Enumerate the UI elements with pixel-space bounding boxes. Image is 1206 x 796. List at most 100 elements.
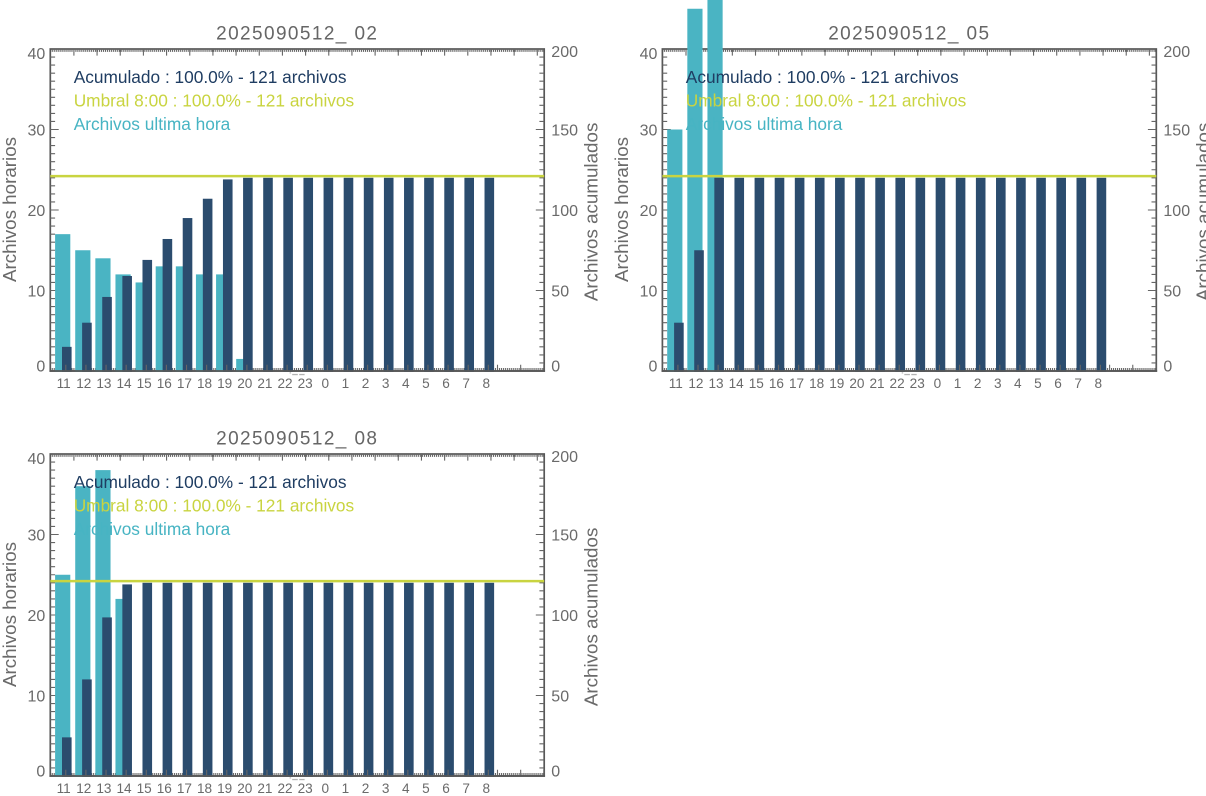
svg-text:0: 0 — [36, 764, 45, 781]
svg-text:Archivos ultima hora: Archivos ultima hora — [74, 114, 231, 134]
svg-text:Archivos acumulados: Archivos acumulados — [1192, 123, 1206, 302]
svg-text:20: 20 — [640, 203, 658, 220]
svg-text:19: 19 — [217, 376, 232, 391]
svg-text:4: 4 — [1014, 376, 1022, 391]
svg-text:0: 0 — [648, 359, 657, 376]
svg-text:40: 40 — [640, 46, 658, 63]
svg-text:2025090512_ 08: 2025090512_ 08 — [216, 429, 378, 450]
svg-text:Archivos horarios: Archivos horarios — [0, 542, 20, 687]
svg-text:20: 20 — [849, 376, 865, 391]
svg-text:8: 8 — [482, 781, 490, 796]
svg-text:Acumulado : 100.0% - 121 archi: Acumulado : 100.0% - 121 archivos — [74, 472, 347, 492]
svg-text:200: 200 — [551, 449, 578, 466]
svg-text:30: 30 — [28, 527, 46, 544]
svg-text:50: 50 — [551, 283, 569, 300]
svg-text:22: 22 — [277, 781, 292, 796]
svg-text:18: 18 — [809, 376, 824, 391]
svg-text:11: 11 — [669, 376, 683, 391]
svg-text:100: 100 — [1163, 203, 1190, 220]
svg-text:40: 40 — [28, 451, 46, 468]
svg-text:0: 0 — [321, 781, 329, 796]
svg-text:20: 20 — [237, 376, 253, 391]
svg-text:21: 21 — [257, 781, 272, 796]
svg-text:10: 10 — [28, 283, 46, 300]
svg-text:20: 20 — [28, 203, 46, 220]
svg-text:0: 0 — [36, 359, 45, 376]
svg-text:Umbral 8:00 : 100.0% - 121 arc: Umbral 8:00 : 100.0% - 121 archivos — [686, 91, 967, 111]
svg-text:150: 150 — [551, 122, 578, 139]
svg-text:4: 4 — [402, 376, 410, 391]
svg-text:16: 16 — [769, 376, 784, 391]
svg-text:8: 8 — [482, 376, 490, 391]
svg-text:Archivos horarios: Archivos horarios — [0, 137, 20, 282]
svg-text:30: 30 — [28, 122, 46, 139]
svg-text:12: 12 — [76, 376, 91, 391]
svg-text:19: 19 — [217, 781, 232, 796]
svg-text:0: 0 — [321, 376, 329, 391]
svg-text:12: 12 — [688, 376, 703, 391]
svg-text:17: 17 — [177, 781, 192, 796]
svg-text:Archivos acumulados: Archivos acumulados — [580, 528, 601, 707]
svg-text:8: 8 — [1095, 376, 1103, 391]
svg-text:18: 18 — [197, 376, 212, 391]
svg-text:50: 50 — [1163, 283, 1181, 300]
svg-text:16: 16 — [157, 781, 172, 796]
svg-text:50: 50 — [551, 688, 569, 705]
svg-text:16: 16 — [157, 376, 172, 391]
svg-text:23: 23 — [298, 781, 313, 796]
svg-text:Umbral 8:00 : 100.0% - 121 arc: Umbral 8:00 : 100.0% - 121 archivos — [74, 496, 355, 516]
svg-text:0: 0 — [1163, 359, 1172, 376]
svg-text:3: 3 — [994, 376, 1002, 391]
svg-text:Archivos ultima hora: Archivos ultima hora — [74, 519, 231, 539]
svg-text:2: 2 — [974, 376, 982, 391]
svg-text:14: 14 — [729, 376, 745, 391]
svg-text:4: 4 — [402, 781, 410, 796]
svg-text:1: 1 — [954, 376, 962, 391]
svg-text:20: 20 — [28, 608, 46, 625]
svg-text:15: 15 — [137, 376, 152, 391]
svg-text:21: 21 — [869, 376, 884, 391]
svg-text:6: 6 — [1054, 376, 1062, 391]
svg-text:17: 17 — [789, 376, 804, 391]
svg-text:23: 23 — [298, 376, 313, 391]
svg-text:13: 13 — [96, 376, 111, 391]
svg-text:30: 30 — [640, 122, 658, 139]
svg-text:5: 5 — [1034, 376, 1042, 391]
svg-text:1: 1 — [342, 376, 350, 391]
svg-text:12: 12 — [76, 781, 91, 796]
svg-text:10: 10 — [640, 283, 658, 300]
svg-text:100: 100 — [551, 203, 578, 220]
svg-text:7: 7 — [462, 781, 470, 796]
svg-text:150: 150 — [551, 527, 578, 544]
svg-text:5: 5 — [422, 781, 430, 796]
svg-text:14: 14 — [116, 376, 132, 391]
svg-text:7: 7 — [462, 376, 470, 391]
svg-text:6: 6 — [442, 376, 450, 391]
svg-text:2: 2 — [362, 376, 370, 391]
svg-text:5: 5 — [422, 376, 430, 391]
svg-text:17: 17 — [177, 376, 192, 391]
svg-text:2025090512_ 02: 2025090512_ 02 — [216, 24, 378, 45]
svg-text:7: 7 — [1074, 376, 1082, 391]
svg-text:40: 40 — [28, 46, 46, 63]
svg-text:2: 2 — [362, 781, 370, 796]
svg-text:23: 23 — [910, 376, 925, 391]
svg-text:6: 6 — [442, 781, 450, 796]
svg-text:13: 13 — [708, 376, 723, 391]
svg-text:18: 18 — [197, 781, 212, 796]
svg-text:3: 3 — [382, 781, 390, 796]
svg-text:20: 20 — [237, 781, 253, 796]
svg-text:21: 21 — [257, 376, 272, 391]
svg-text:22: 22 — [277, 376, 292, 391]
svg-text:100: 100 — [551, 608, 578, 625]
svg-text:2025090512_ 05: 2025090512_ 05 — [828, 24, 990, 45]
svg-text:19: 19 — [829, 376, 844, 391]
svg-text:1: 1 — [342, 781, 350, 796]
svg-text:200: 200 — [1163, 44, 1190, 61]
svg-text:15: 15 — [137, 781, 152, 796]
svg-text:11: 11 — [57, 781, 71, 796]
svg-text:0: 0 — [551, 359, 560, 376]
svg-text:Acumulado : 100.0% - 121 archi: Acumulado : 100.0% - 121 archivos — [686, 67, 959, 87]
svg-text:Archivos ultima hora: Archivos ultima hora — [686, 114, 843, 134]
svg-text:22: 22 — [890, 376, 905, 391]
